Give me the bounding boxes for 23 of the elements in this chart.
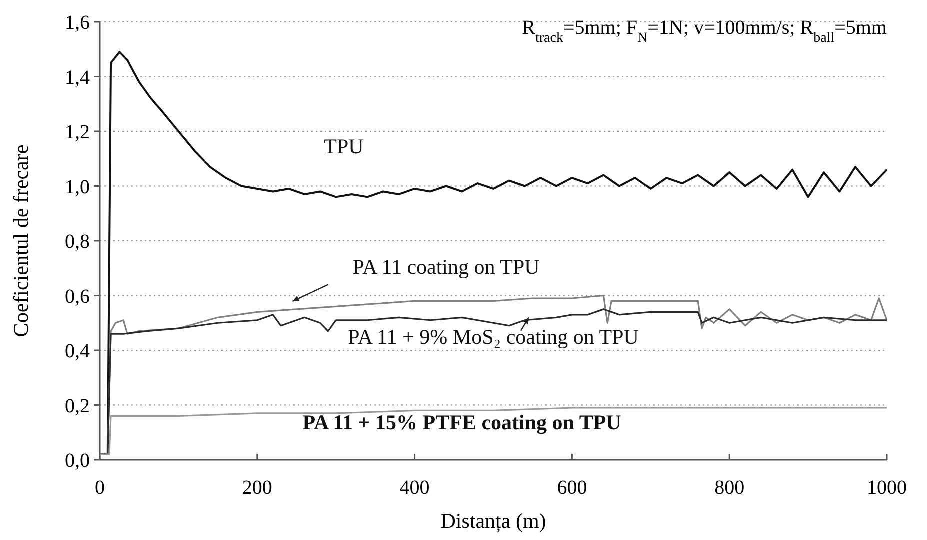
series-label: TPU — [324, 134, 364, 158]
x-tick-label: 0 — [95, 477, 105, 499]
y-tick-label: 1,0 — [65, 176, 90, 198]
x-axis-title: Distanța (m) — [440, 509, 546, 533]
x-tick-label: 200 — [242, 477, 272, 499]
y-tick-label: 1,2 — [65, 122, 90, 144]
x-tick-label: 800 — [714, 477, 745, 499]
line-series — [99, 407, 888, 456]
y-axis-title: Coeficientul de frecare — [9, 144, 33, 338]
x-tick-label: 1000 — [867, 477, 907, 499]
y-tick-label: 0,6 — [65, 286, 90, 308]
y-tick-label: 1,4 — [65, 66, 90, 89]
x-tick-label: 600 — [557, 477, 588, 499]
y-tick-label: 1,6 — [65, 12, 90, 34]
annotation: R$_{track}$=5mm; F$_{N}$=1N; v=100mm/s; R$_{ball}$=5mm — [522, 17, 888, 46]
x-tick-label: 400 — [400, 477, 430, 499]
series-label: PA 11 coating on TPU — [352, 254, 540, 279]
y-tick-label: 0,8 — [65, 231, 90, 253]
series-label: PA 11 + 15% PTFE coating on TPU — [302, 410, 622, 434]
y-tick-label: 0,2 — [65, 395, 90, 418]
y-tick-label: 0,0 — [65, 450, 90, 472]
y-tick-label: 0,4 — [65, 340, 90, 362]
legend-label: PA 11 + 9% MoS₂ coating on TPU — [348, 324, 639, 349]
